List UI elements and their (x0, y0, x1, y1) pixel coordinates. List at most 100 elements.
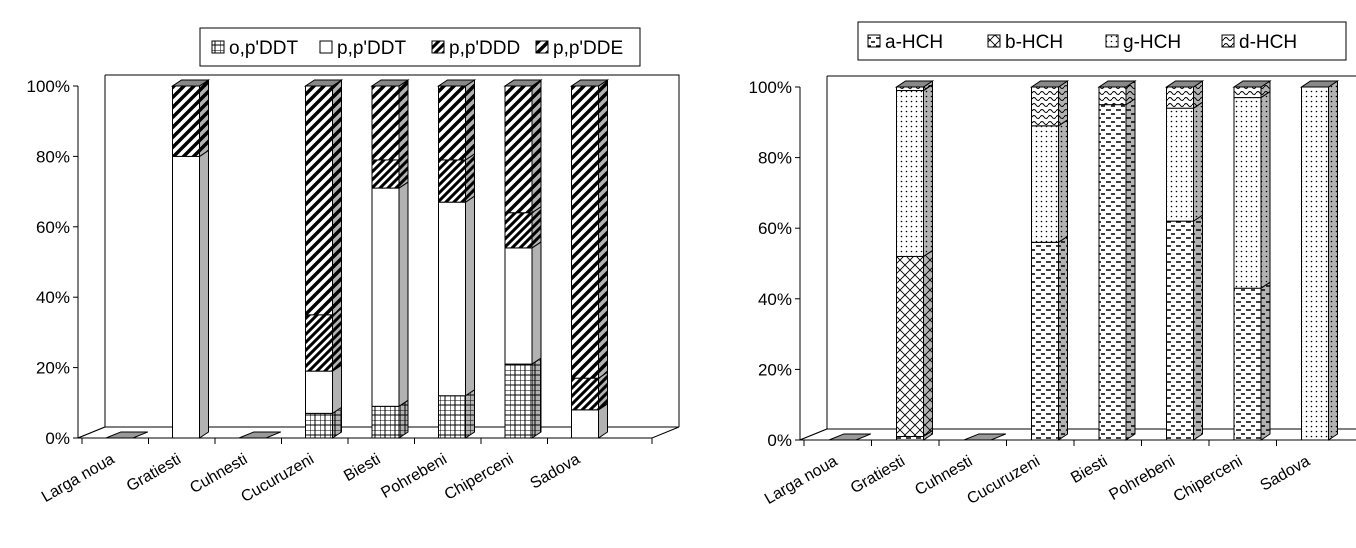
ddt-chart: 0%20%40%60%80%100%Larga noua Gratiesti Cuh… (27, 27, 680, 506)
bar-stack (303, 79, 344, 439)
x-tick-label: Cucuruzeni (964, 453, 1043, 508)
bar-top (1299, 80, 1340, 88)
bar-stack (1299, 80, 1340, 441)
bar-side-shade-3 (598, 80, 608, 379)
legend: a-HCH b-HCH g-HCH d-HCH (857, 21, 1347, 61)
bar-side-shade-0 (1193, 215, 1203, 440)
bar-side-shade-1 (532, 241, 541, 365)
bar-stack (370, 79, 410, 439)
bar-top (1097, 80, 1137, 88)
bar-side-shade-3 (923, 81, 933, 91)
x-tick-label: Cucuruzeni (238, 451, 317, 506)
bar-empty (238, 431, 282, 439)
legend-swatch (1105, 34, 1119, 48)
bar-stack (963, 433, 1007, 441)
bar-segment-3 (1098, 86, 1127, 106)
bar-top (436, 79, 477, 87)
y-tick-label: 60% (36, 218, 70, 237)
bar-segment-3 (571, 85, 599, 379)
bar-side-shade-0 (1058, 236, 1068, 440)
y-tick-label: 20% (36, 359, 70, 378)
bar-stack (238, 431, 282, 439)
bar-top (1029, 80, 1070, 88)
bar-side-shade-0 (532, 358, 541, 438)
bar-segment-2 (438, 159, 466, 203)
bar-segment-2 (371, 159, 400, 189)
bar-side-shade-2 (465, 153, 475, 203)
bar-empty (963, 433, 1007, 441)
bar-side-shade-2 (1193, 102, 1203, 222)
legend-swatch (211, 40, 225, 54)
bar-segment-3 (371, 85, 400, 161)
bar-segment-0 (504, 363, 533, 439)
bar-top (370, 79, 410, 87)
bar-side-shade-3 (532, 80, 541, 213)
x-tick-label: Chiperceni (442, 451, 517, 504)
legend-swatch (535, 40, 549, 54)
bar-segment-0 (1031, 241, 1059, 441)
bar-segment-2 (571, 377, 599, 411)
hch-chart: 0%20%40%60%80%100%Larga noua Gratiesti Cuh… (749, 21, 1356, 508)
bar-stack (1029, 80, 1070, 441)
bar-top (569, 79, 610, 87)
legend-entry: g-HCH (1123, 32, 1181, 53)
legend-swatch (431, 40, 445, 54)
x-tick-label: Biesti (1068, 453, 1110, 487)
bar-segment-2 (896, 90, 924, 257)
x-tick-label: Chiperceni (1171, 453, 1246, 506)
bar-side-shade-0 (465, 389, 475, 438)
y-tick-label: 0% (767, 431, 792, 450)
bar-segment-1 (896, 255, 924, 437)
y-tick-label: 100% (27, 77, 70, 96)
legend-box (199, 27, 641, 67)
y-tick-label: 100% (749, 78, 792, 97)
bar-side-shade-0 (332, 407, 342, 438)
legend-entry: o,p'DDT (229, 38, 298, 59)
plot-area-top-edge (105, 74, 680, 427)
bar-side-shade-3 (199, 80, 209, 157)
bar-side-shade-0 (399, 400, 408, 438)
bar-side-shade-2 (598, 372, 608, 410)
bar-stack (1097, 80, 1137, 441)
bar-side-shade-2 (1261, 91, 1270, 289)
bar-segment-3 (305, 85, 333, 316)
bar-side-shade-0 (1261, 282, 1270, 440)
bar-segment-2 (1301, 86, 1329, 441)
bar-side-shade-3 (399, 80, 408, 160)
y-tick-label: 40% (36, 288, 70, 307)
bar-segment-1 (305, 370, 333, 414)
bar-segment-0 (896, 435, 924, 441)
bar-side-shade-3 (332, 80, 342, 315)
bar-side-shade-3 (465, 80, 475, 160)
bar-stack (894, 80, 935, 441)
plot-area-top-edge (827, 75, 1356, 77)
x-tick-label: Sadova (528, 451, 584, 493)
bar-side-shade-1 (465, 196, 475, 396)
x-tick-label: Larga noua (762, 453, 841, 508)
x-tick-label: Sadova (1258, 453, 1314, 495)
bar-segment-3 (1031, 86, 1059, 127)
y-tick-label: 0% (45, 429, 70, 448)
legend-swatch (319, 40, 333, 54)
bar-segment-0 (1166, 220, 1194, 441)
bar-segment-1 (371, 187, 400, 407)
bar-stack (436, 79, 477, 439)
y-tick-label: 80% (758, 149, 792, 168)
bar-side-shade-2 (1328, 81, 1338, 440)
legend-entry: p,p'DDD (449, 38, 520, 59)
chart-floor (799, 428, 1356, 441)
bar-side-shade-2 (923, 84, 933, 257)
bar-top (503, 79, 543, 87)
bar-stack (105, 431, 149, 439)
bar-segment-1 (172, 155, 200, 439)
legend-entry: a-HCH (885, 32, 943, 53)
bar-side-shade-2 (332, 308, 342, 372)
bar-side-shade-0 (1126, 98, 1135, 441)
bar-top (1232, 80, 1272, 88)
bar-segment-3 (172, 85, 200, 157)
bar-segment-2 (504, 212, 533, 249)
bar-stack (1164, 80, 1205, 441)
bar-side-shade-3 (1126, 81, 1135, 105)
x-tick-label: Gratiesti (124, 451, 184, 496)
bar-stack (503, 79, 543, 439)
